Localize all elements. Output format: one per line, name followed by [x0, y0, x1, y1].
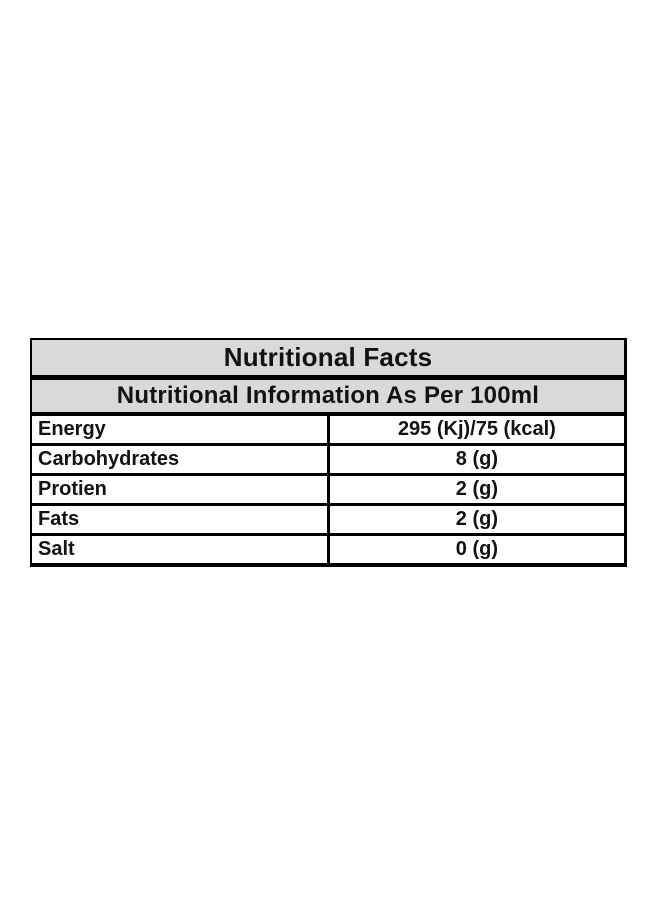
table-subtitle: Nutritional Information As Per 100ml [31, 377, 626, 416]
nutrient-label: Fats [31, 504, 329, 536]
nutrient-value: 2 (g) [326, 504, 626, 536]
nutrient-value: 0 (g) [326, 534, 626, 567]
nutrition-facts-table: Nutritional Facts Nutritional Informatio… [30, 338, 627, 567]
table-title-row: Nutritional Facts [31, 339, 626, 380]
table-row: Protien 2 (g) [31, 474, 626, 506]
table-title: Nutritional Facts [31, 339, 626, 380]
nutrient-value: 295 (Kj)/75 (kcal) [326, 414, 626, 446]
nutrient-label: Salt [31, 534, 329, 567]
table-row: Fats 2 (g) [31, 504, 626, 536]
nutrient-label: Protien [31, 474, 329, 506]
table-row: Carbohydrates 8 (g) [31, 444, 626, 476]
nutrient-value: 2 (g) [326, 474, 626, 506]
nutrient-value: 8 (g) [326, 444, 626, 476]
nutrient-label: Carbohydrates [31, 444, 329, 476]
table-row: Energy 295 (Kj)/75 (kcal) [31, 414, 626, 446]
table-subtitle-row: Nutritional Information As Per 100ml [31, 377, 626, 416]
table-row: Salt 0 (g) [31, 534, 626, 567]
nutrient-label: Energy [31, 414, 329, 446]
